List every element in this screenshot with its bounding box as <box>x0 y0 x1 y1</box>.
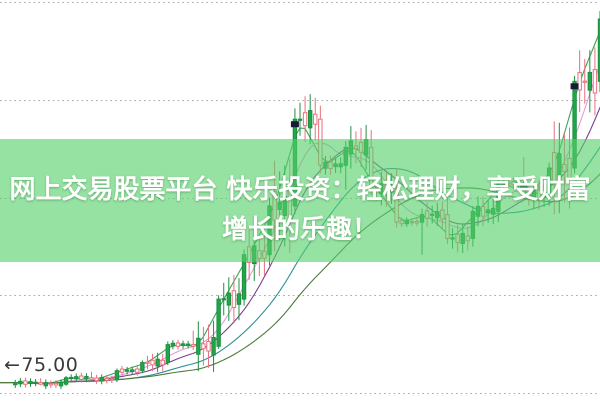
candle-body <box>572 80 577 169</box>
candle-marker <box>290 121 299 128</box>
candle-body <box>170 342 176 347</box>
candle-body <box>211 336 216 356</box>
candle-body <box>63 377 69 385</box>
candle-body <box>262 250 267 259</box>
candle-body <box>216 298 221 347</box>
price-label-value: 75.00 <box>21 354 79 376</box>
candle-body <box>18 380 23 385</box>
candle-body <box>191 344 196 347</box>
candle-body <box>226 292 232 306</box>
candle-body <box>74 376 79 380</box>
candle-body <box>338 163 343 168</box>
candle-body <box>175 342 181 347</box>
candle-body <box>165 344 171 364</box>
candle-body <box>297 118 303 121</box>
candle-body <box>119 368 125 373</box>
candle-body <box>196 337 201 355</box>
candle-body <box>307 110 313 129</box>
candle-body <box>135 368 140 373</box>
candle-body <box>318 118 323 166</box>
candle-body <box>577 72 582 91</box>
left-arrow-icon: ← <box>4 354 21 376</box>
candle-body <box>33 381 38 384</box>
candle-body <box>313 113 318 125</box>
candle-body <box>114 370 120 380</box>
candle-body <box>201 343 206 350</box>
candle-body <box>343 146 348 166</box>
candle-body <box>43 382 48 387</box>
candle-body <box>94 377 99 382</box>
candle-body <box>333 163 338 168</box>
candle-body <box>180 343 186 346</box>
candle-body <box>582 80 587 83</box>
candle-body <box>130 369 135 372</box>
candle-body <box>323 161 328 169</box>
candle-body <box>363 139 369 156</box>
candle-body <box>140 362 145 372</box>
candle-body <box>206 341 211 352</box>
candle-body <box>236 293 242 305</box>
candle-body <box>99 377 104 382</box>
candle-body <box>89 377 94 380</box>
candle-body <box>302 112 308 127</box>
candle-body <box>38 382 43 385</box>
candle-body <box>48 383 54 386</box>
candle-body <box>160 359 165 366</box>
candle-marker <box>570 83 579 90</box>
candle-body <box>587 71 593 91</box>
candle-body <box>28 381 33 385</box>
candle-body <box>221 298 226 301</box>
candle-body <box>145 361 150 364</box>
overlay-headline-line1: 网上交易股票平台 快乐投资：轻松理财，享受财富 <box>9 175 591 205</box>
candle-body <box>68 376 74 380</box>
candle-body <box>23 380 28 385</box>
price-label: ←75.00 <box>4 356 78 375</box>
overlay-headline: 网上交易股票平台 快乐投资：轻松理财，享受财富 增长的乐趣！ <box>0 170 600 250</box>
candle-body <box>104 377 109 381</box>
candle-body <box>328 161 333 169</box>
candle-body <box>79 375 84 380</box>
candle-body <box>124 369 130 372</box>
candle-body <box>592 69 598 94</box>
candle-body <box>155 358 160 367</box>
candle-body <box>84 375 89 380</box>
candle-body <box>58 382 64 387</box>
candle-body <box>150 359 155 366</box>
candle-body <box>109 378 115 381</box>
candle-body <box>257 250 262 260</box>
candle-body <box>185 343 191 346</box>
candle-body <box>53 382 59 386</box>
candle-body <box>231 290 237 309</box>
candle-body <box>13 382 18 386</box>
candle-body <box>241 254 247 300</box>
overlay-headline-line2: 增长的乐趣！ <box>221 215 378 245</box>
candle-body <box>353 145 359 150</box>
candle-body <box>358 142 364 153</box>
candle-body <box>348 140 354 155</box>
